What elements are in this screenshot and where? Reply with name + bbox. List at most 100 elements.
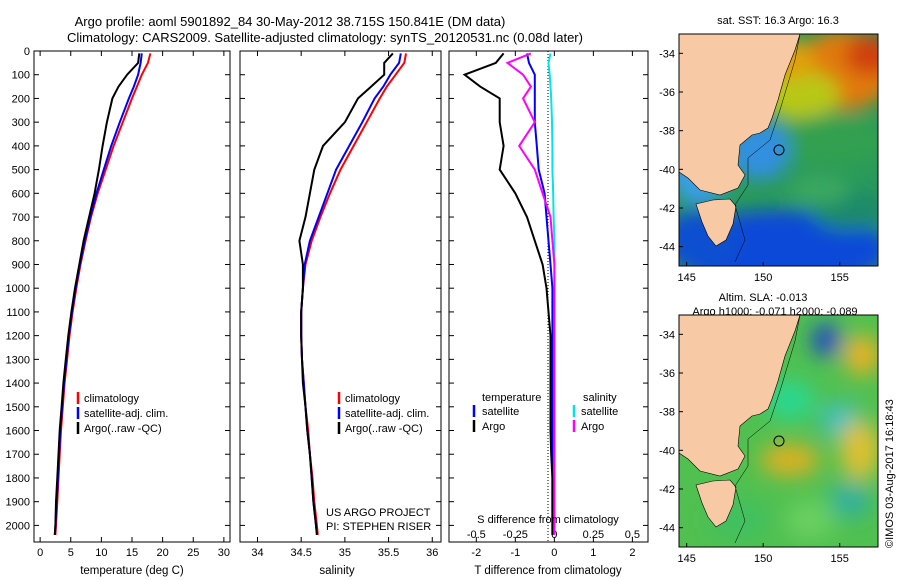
s-tick-label: 0.25 <box>583 529 604 541</box>
salinity-xlabel: salinity <box>319 565 354 577</box>
imos-footer: ©IMOS 03-Aug-2017 16:18:43 <box>884 399 896 548</box>
legend-temperature-heading: temperature <box>482 392 541 404</box>
depth-tick-label: 2000 <box>6 520 30 532</box>
figure-title-line1: Argo profile: aoml 5901892_84 30-May-201… <box>75 14 506 29</box>
sla-map: Altim. SLA: -0.013 Argo h1000: -0.071 h2… <box>659 292 879 565</box>
temperature-panel: 0100200300400500600700800900100011001200… <box>6 46 231 577</box>
legend-climatology-label: climatology <box>84 393 140 405</box>
depth-ticks: 0 100 200 300 400 500 600 700 800 900 1000 1100 1200… <box>6 46 230 532</box>
x-tick-label: 34 <box>251 547 263 559</box>
depth-tick-label: 600 <box>12 188 30 200</box>
legend-argo-label: Argo(..raw -QC) <box>345 423 423 435</box>
map-y-tick-label: -36 <box>659 368 675 380</box>
sla-map-title: Altim. SLA: -0.013 <box>719 292 808 304</box>
legend-satellite-adj-label: satellite-adj. clim. <box>345 408 429 420</box>
depth-tick-label: 1800 <box>6 473 30 485</box>
s-tick-label: -0.5 <box>467 529 486 541</box>
s-difference-label: S difference from climatology <box>477 514 619 526</box>
temperature-xlabel: temperature (deg C) <box>80 565 184 577</box>
map-x-tick-label: 150 <box>754 272 772 284</box>
difference-legend: temperature satellite Argo salinity sate… <box>472 392 618 433</box>
difference-series <box>462 52 556 535</box>
sst-map-field <box>679 34 878 266</box>
project-credit: US ARGO PROJECT <box>326 507 431 519</box>
map-y-tick-label: -44 <box>659 242 675 254</box>
depth-tick-label: 900 <box>12 259 30 271</box>
legend-t-argo-label: Argo <box>482 421 505 433</box>
x-tick-label: 20 <box>157 547 169 559</box>
legend-s-satellite-label: satellite <box>581 406 618 418</box>
sst-map-title: sat. SST: 16.3 Argo: 16.3 <box>717 15 839 27</box>
legend-climatology-label: climatology <box>345 393 401 405</box>
map-x-tick-label: 145 <box>677 553 695 565</box>
depth-tick-label: 300 <box>12 117 30 129</box>
salinity-legend: climatology satellite-adj. clim. Argo(..… <box>337 392 429 435</box>
depth-tick-label: 200 <box>12 93 30 105</box>
depth-tick-label: 1400 <box>6 378 30 390</box>
sst-map: sat. SST: 16.3 Argo: 16.3 145 150 <box>659 15 879 284</box>
temperature-x-ticks: 0 5 10 15 20 25 30 <box>37 51 230 559</box>
depth-tick-label: 1900 <box>6 497 30 509</box>
depth-tick-label: 500 <box>12 165 30 177</box>
depth-tick-label: 700 <box>12 212 30 224</box>
salinity-ticks: 34 34.5 35 35.5 36 <box>240 50 441 559</box>
difference-ticks: -2 -1 0 1 2 -0.5 -0.25 0 0.25 0.5 <box>449 50 648 559</box>
depth-tick-label: 0 <box>24 46 30 58</box>
depth-tick-label: 1500 <box>6 402 30 414</box>
x-tick-label: 25 <box>187 547 199 559</box>
map-y-tick-label: -44 <box>659 523 675 535</box>
series-line-argo-raw-qc- <box>298 52 394 535</box>
map-y-tick-label: -42 <box>659 484 675 496</box>
x-tick-label: 1 <box>590 547 596 559</box>
temperature-axes-frame <box>33 50 231 543</box>
salinity-axes-frame <box>239 50 442 543</box>
map-y-tick-label: -38 <box>659 126 675 138</box>
difference-panel: -2 -1 0 1 2 -0.5 -0.25 0 0.25 0.5 temperature sat… <box>448 50 649 577</box>
series-line-salinity-argo <box>505 52 556 535</box>
argo-location-marker <box>773 144 785 156</box>
map-y-tick-label: -34 <box>659 329 675 341</box>
legend-satellite-adj-label: satellite-adj. clim. <box>84 408 168 420</box>
map-y-tick-label: -42 <box>659 203 675 215</box>
x-tick-label: 15 <box>126 547 138 559</box>
depth-tick-label: 1600 <box>6 426 30 438</box>
pi-credit: PI: STEPHEN RISER <box>326 521 431 533</box>
map-x-tick-label: 155 <box>831 553 849 565</box>
legend-argo-label: Argo(..raw -QC) <box>84 423 162 435</box>
sla-map-field <box>679 315 878 547</box>
depth-tick-label: 1000 <box>6 283 30 295</box>
map-y-tick-label: -38 <box>659 407 675 419</box>
figure-title-line2: Climatology: CARS2009. Satellite-adjuste… <box>67 30 583 45</box>
legend-s-argo-label: Argo <box>581 421 604 433</box>
map-x-tick-label: 145 <box>677 272 695 284</box>
depth-tick-label: 100 <box>12 70 30 82</box>
x-tick-label: 0 <box>551 547 557 559</box>
map-x-tick-label: 155 <box>831 272 849 284</box>
s-tick-label: 0 <box>551 529 557 541</box>
depth-tick-label: 1300 <box>6 354 30 366</box>
map-x-tick-label: 150 <box>754 553 772 565</box>
temperature-legend: climatology satellite-adj. clim. Argo(..… <box>76 392 168 435</box>
x-tick-label: 2 <box>629 547 635 559</box>
x-tick-label: 30 <box>218 547 230 559</box>
salinity-series <box>298 52 407 535</box>
x-tick-label: -1 <box>510 547 520 559</box>
x-tick-label: -2 <box>471 547 481 559</box>
series-line-argo-raw-qc- <box>53 53 141 535</box>
s-tick-label: 0.5 <box>625 529 640 541</box>
depth-tick-label: 800 <box>12 236 30 248</box>
temperature-series <box>53 53 152 535</box>
argo-location-marker <box>773 435 785 447</box>
x-tick-label: 34.5 <box>290 547 311 559</box>
depth-tick-label: 1700 <box>6 449 30 461</box>
x-tick-label: 36 <box>426 547 438 559</box>
map-y-tick-label: -34 <box>659 48 675 60</box>
x-tick-label: 5 <box>68 547 74 559</box>
t-difference-label: T difference from climatology <box>474 565 621 577</box>
depth-tick-label: 400 <box>12 141 30 153</box>
map-y-tick-label: -40 <box>659 164 675 176</box>
legend-t-satellite-label: satellite <box>482 406 519 418</box>
x-tick-label: 35.5 <box>378 547 399 559</box>
map-y-tick-label: -40 <box>659 445 675 457</box>
